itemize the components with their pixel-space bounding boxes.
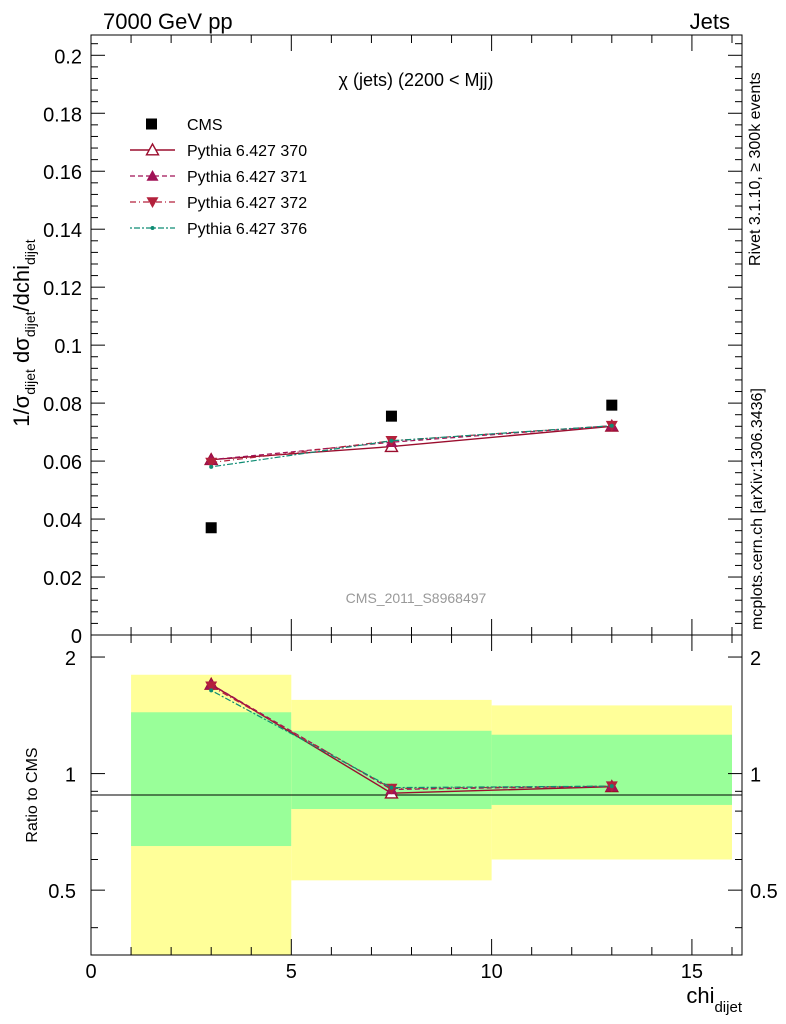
- y-tick-label: 0.06: [43, 452, 82, 474]
- rivet-version-label: Rivet 3.1.10, ≥ 300k events: [747, 72, 764, 266]
- main-plot-title: χ (jets) (2200 < Mjj): [339, 70, 494, 90]
- uncertainty-band-inner: [131, 712, 292, 847]
- mc-data-point: [209, 464, 214, 469]
- y-tick-label: 0: [71, 626, 82, 648]
- x-tick-label: 15: [681, 961, 703, 983]
- ratio-data-point: [205, 681, 218, 693]
- ratio-y-tick-label-right: 2: [750, 648, 761, 670]
- legend-marker: [146, 197, 159, 208]
- legend: CMS Pythia 6.427 370 Pythia 6.427 371 Pythi…: [130, 117, 307, 238]
- y-tick-label: 0.08: [43, 394, 82, 416]
- x-tick-label: 10: [480, 961, 502, 983]
- ratio-y-axis-label: Ratio to CMS: [24, 747, 41, 842]
- ratio-y-tick-label-right: 1: [750, 765, 761, 787]
- legend-entry-label: Pythia 6.427 371: [187, 169, 307, 186]
- ratio-y-tick-label: 2: [65, 648, 76, 670]
- main-y-axis-label: 1/σdijet dσdijet/dchidijet: [9, 239, 38, 427]
- ratio-plot-frame: [90, 634, 743, 956]
- ratio-data-point: [609, 784, 614, 789]
- mc-series-line: [211, 425, 612, 468]
- ratio-y-tick-label: 1: [65, 765, 76, 787]
- cms-data-point: [205, 522, 217, 534]
- cms-data-point: [385, 410, 397, 422]
- y-tick-label: 0.04: [43, 510, 82, 532]
- legend-marker: [145, 142, 160, 156]
- y-tick-label: 0.14: [43, 220, 82, 242]
- legend-entry-label: Pythia 6.427 372: [187, 195, 307, 212]
- y-tick-label: 0.18: [43, 104, 82, 126]
- header-right-label: Jets: [690, 9, 730, 34]
- y-tick-label: 0.2: [54, 46, 82, 68]
- ratio-plot-panel: 0 5 10 15 0.5 0.5 1 1 2 2 Ratio to CMS chidijet: [24, 634, 778, 1016]
- ratio-data-point: [389, 785, 394, 790]
- legend-entry-label: Pythia 6.427 370: [187, 143, 307, 160]
- y-tick-label: 0.16: [43, 162, 82, 184]
- legend-entry-label: Pythia 6.427 376: [187, 221, 307, 238]
- ratio-series-line: [210, 685, 612, 790]
- ratio-data-point: [209, 688, 214, 693]
- mc-series-line: [211, 425, 612, 461]
- mcplots-label: mcplots.cern.ch [arXiv:1306.3436]: [749, 388, 766, 630]
- y-tick-label: 0.12: [43, 278, 82, 300]
- mc-data-point: [389, 438, 394, 443]
- y-tick-label: 0.1: [54, 336, 82, 358]
- cms-data-point: [606, 399, 618, 411]
- legend-entry-label: CMS: [187, 117, 223, 134]
- x-axis-label: chidijet: [686, 983, 742, 1016]
- legend-marker: [150, 226, 155, 230]
- main-plot-panel: 00.020.040.060.080.10.120.140.160.180.2 …: [9, 34, 743, 648]
- mc-data-point: [205, 457, 218, 469]
- ratio-y-tick-label: 0.5: [48, 881, 76, 903]
- legend-marker-cms: [146, 118, 157, 130]
- mc-series-line: [211, 425, 612, 461]
- legend-marker: [146, 170, 159, 181]
- uncertainty-band-inner: [491, 734, 732, 805]
- y-tick-label: 0.02: [43, 568, 82, 590]
- ratio-y-tick-label-right: 0.5: [750, 881, 778, 903]
- analysis-watermark: CMS_2011_S8968497: [346, 590, 487, 606]
- x-tick-label: 5: [286, 961, 297, 983]
- x-tick-label: 0: [85, 961, 96, 983]
- mc-data-point: [609, 423, 614, 428]
- header-left-label: 7000 GeV pp: [103, 9, 233, 34]
